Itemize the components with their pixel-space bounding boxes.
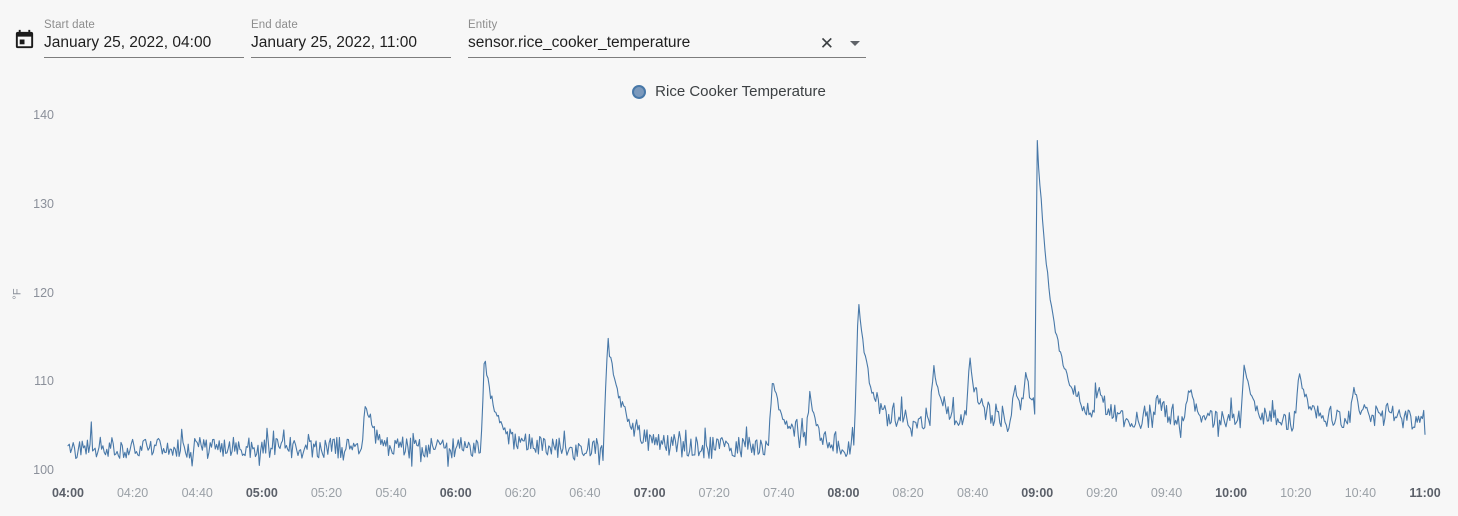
entity-label: Entity — [468, 19, 498, 31]
start-date-field[interactable]: Start date January 25, 2022, 04:00 — [44, 19, 244, 58]
y-axis-tick-label: 120 — [33, 285, 54, 300]
x-axis-tick-label: 04:00 — [52, 486, 84, 500]
end-date-field[interactable]: End date January 25, 2022, 11:00 — [251, 19, 451, 58]
x-axis-tick-label: 07:00 — [633, 486, 666, 500]
end-date-label: End date — [251, 19, 298, 31]
entity-input[interactable]: sensor.rice_cooker_temperature — [468, 34, 691, 51]
x-axis-tick-label: 06:40 — [569, 486, 601, 500]
y-axis-tick-label: 100 — [33, 463, 54, 477]
clear-entity-icon[interactable]: ✕ — [819, 33, 834, 53]
x-axis-tick-label: 08:00 — [827, 486, 860, 500]
x-axis-tick-label: 09:20 — [1086, 486, 1118, 500]
y-axis-tick-label: 140 — [33, 108, 54, 122]
chart-legend[interactable]: Rice Cooker Temperature — [0, 83, 1458, 100]
chevron-down-icon[interactable] — [850, 40, 860, 46]
x-axis-tick-label: 05:40 — [375, 486, 407, 500]
x-axis-tick-label: 08:20 — [892, 486, 924, 500]
x-axis-tick-label: 09:40 — [1150, 486, 1183, 500]
y-axis-tick-label: 110 — [34, 374, 54, 389]
x-axis-tick-label: 04:20 — [116, 486, 149, 500]
x-axis-tick-label: 07:20 — [698, 486, 730, 500]
x-axis-tick-label: 06:00 — [439, 486, 472, 500]
x-axis-tick-label: 10:00 — [1215, 486, 1248, 500]
calendar-icon[interactable] — [13, 28, 36, 51]
x-axis-tick-label: 05:20 — [310, 486, 343, 500]
start-date-label: Start date — [44, 19, 95, 31]
x-axis-tick-label: 06:20 — [504, 486, 536, 500]
legend-label: Rice Cooker Temperature — [655, 83, 826, 100]
x-axis-tick-label: 04:40 — [181, 486, 213, 500]
y-axis-tick-label: 130 — [33, 196, 54, 211]
entity-field[interactable]: Entity sensor.rice_cooker_temperature ✕ — [468, 19, 866, 58]
x-axis-tick-label: 05:00 — [245, 486, 278, 500]
x-axis-tick-label: 08:40 — [957, 486, 989, 500]
legend-marker-icon — [632, 84, 647, 99]
x-axis-tick-label: 07:40 — [763, 486, 795, 500]
x-axis-tick-label: 11:00 — [1409, 486, 1441, 500]
start-date-input[interactable]: January 25, 2022, 04:00 — [44, 34, 212, 51]
end-date-input[interactable]: January 25, 2022, 11:00 — [251, 34, 418, 51]
x-axis-tick-label: 10:20 — [1280, 486, 1312, 500]
x-axis-tick-label: 10:40 — [1344, 486, 1377, 500]
x-axis-tick-label: 09:00 — [1021, 486, 1054, 500]
